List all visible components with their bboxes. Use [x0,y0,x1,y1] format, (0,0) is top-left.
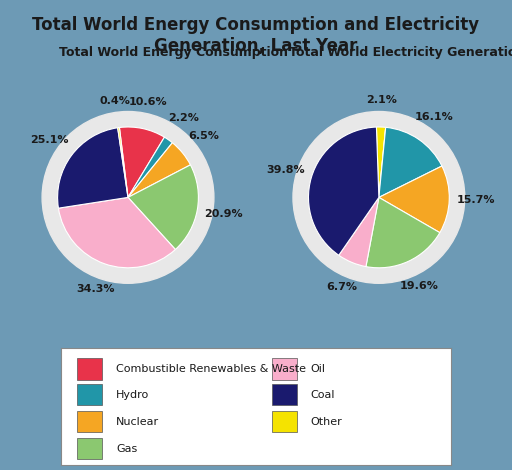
Text: Nuclear: Nuclear [116,417,159,427]
Text: Combustible Renewables & Waste: Combustible Renewables & Waste [116,364,306,374]
Text: 20.9%: 20.9% [204,210,243,219]
Bar [271,384,297,405]
Text: Coal: Coal [310,390,335,400]
Text: 19.6%: 19.6% [400,281,439,290]
Text: 25.1%: 25.1% [31,135,69,145]
Text: 34.3%: 34.3% [76,284,115,294]
Wedge shape [379,127,386,197]
Text: 16.1%: 16.1% [415,112,453,122]
Text: Gas: Gas [116,444,137,454]
Wedge shape [58,197,176,268]
Wedge shape [366,197,440,268]
Wedge shape [376,127,386,197]
Wedge shape [339,197,379,266]
Text: 10.6%: 10.6% [129,97,167,108]
Text: Oil: Oil [310,364,326,374]
Wedge shape [119,127,164,197]
Circle shape [293,111,465,283]
Wedge shape [128,165,198,250]
Text: 2.2%: 2.2% [168,113,199,123]
Bar [77,359,102,380]
Wedge shape [379,166,449,233]
Wedge shape [118,127,128,197]
Text: Total World Energy Consumption: Total World Energy Consumption [59,46,288,59]
Text: Other: Other [310,417,342,427]
Wedge shape [128,143,190,197]
Text: 2.1%: 2.1% [367,95,397,105]
Text: 6.7%: 6.7% [326,282,357,292]
Bar [271,411,297,432]
Wedge shape [128,137,173,197]
Text: 0.4%: 0.4% [99,96,131,106]
Text: 39.8%: 39.8% [266,165,305,175]
Wedge shape [309,127,379,255]
Circle shape [42,111,214,283]
Text: Total World Electricity Generation: Total World Electricity Generation [289,46,512,59]
Text: 6.5%: 6.5% [188,131,219,141]
Text: 15.7%: 15.7% [457,196,495,205]
Text: Total World Energy Consumption and Electricity
Generation, Last Year: Total World Energy Consumption and Elect… [32,16,480,55]
Bar [77,384,102,405]
Wedge shape [379,127,442,197]
Bar [77,438,102,460]
Bar [271,359,297,380]
Text: Hydro: Hydro [116,390,149,400]
Bar [77,411,102,432]
Wedge shape [58,128,128,208]
